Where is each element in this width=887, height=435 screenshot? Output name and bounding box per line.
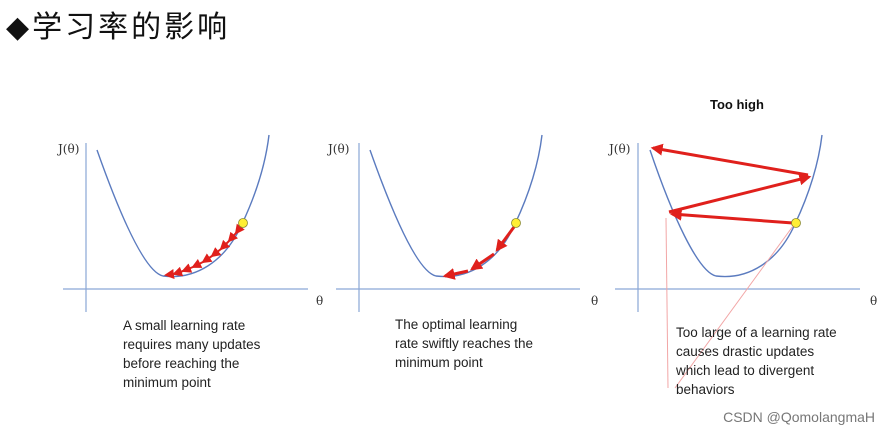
caption-line: rate swiftly reaches the xyxy=(395,336,534,351)
cost-curve xyxy=(369,134,543,278)
step-arrow xyxy=(181,263,194,273)
cost-curve xyxy=(96,134,270,278)
step-arrow xyxy=(495,226,516,252)
step-arrow xyxy=(191,258,204,268)
page-title: ◆学习率的影响 xyxy=(6,10,231,45)
caption-line: causes drastic updates xyxy=(676,344,815,359)
step-arrow xyxy=(164,269,175,279)
step-arrow xyxy=(668,173,812,214)
panel-title-high: Too high xyxy=(710,97,764,112)
caption-line: The optimal learning xyxy=(395,317,518,332)
start-point xyxy=(238,218,248,228)
callout-line xyxy=(665,217,669,389)
caption-line: before reaching the xyxy=(123,356,240,371)
cost-curve xyxy=(649,134,823,278)
caption-line: behaviors xyxy=(676,382,735,397)
step-arrow xyxy=(210,247,222,258)
caption-line: A small learning rate xyxy=(123,318,246,333)
watermark: CSDN @QomolangmaH xyxy=(723,409,875,425)
step-arrow xyxy=(219,239,231,251)
start-point xyxy=(511,218,521,228)
panel-high xyxy=(615,134,860,389)
caption-line: requires many updates xyxy=(123,337,261,352)
caption-small: A small learning rate requires many upda… xyxy=(123,316,260,392)
caption-line: Too large of a learning rate xyxy=(676,325,837,340)
step-arrow xyxy=(442,268,469,280)
caption-line: minimum point xyxy=(395,355,483,370)
step-arrow xyxy=(227,231,239,243)
caption-high: Too large of a learning rate causes dras… xyxy=(676,323,837,399)
start-point xyxy=(791,218,801,228)
x-axis-label: θ xyxy=(316,294,323,308)
panel-optimal xyxy=(336,134,580,312)
caption-optimal: The optimal learning rate swiftly reache… xyxy=(395,315,533,372)
x-axis-label: θ xyxy=(591,294,598,308)
y-axis-label: J(θ) xyxy=(326,142,349,156)
step-arrow xyxy=(201,253,213,264)
y-axis-label: J(θ) xyxy=(607,142,630,156)
step-arrow xyxy=(470,252,495,271)
caption-line: which lead to divergent xyxy=(676,363,815,378)
optimal-steps xyxy=(442,226,516,280)
x-axis-label: θ xyxy=(870,294,877,308)
callout-line xyxy=(674,225,794,389)
step-arrow xyxy=(669,208,794,225)
step-arrow xyxy=(172,266,184,277)
caption-line: minimum point xyxy=(123,375,211,390)
y-axis-label: J(θ) xyxy=(56,142,79,156)
panel-small xyxy=(63,134,308,312)
step-arrow xyxy=(650,143,809,177)
divergent-steps xyxy=(650,143,812,225)
